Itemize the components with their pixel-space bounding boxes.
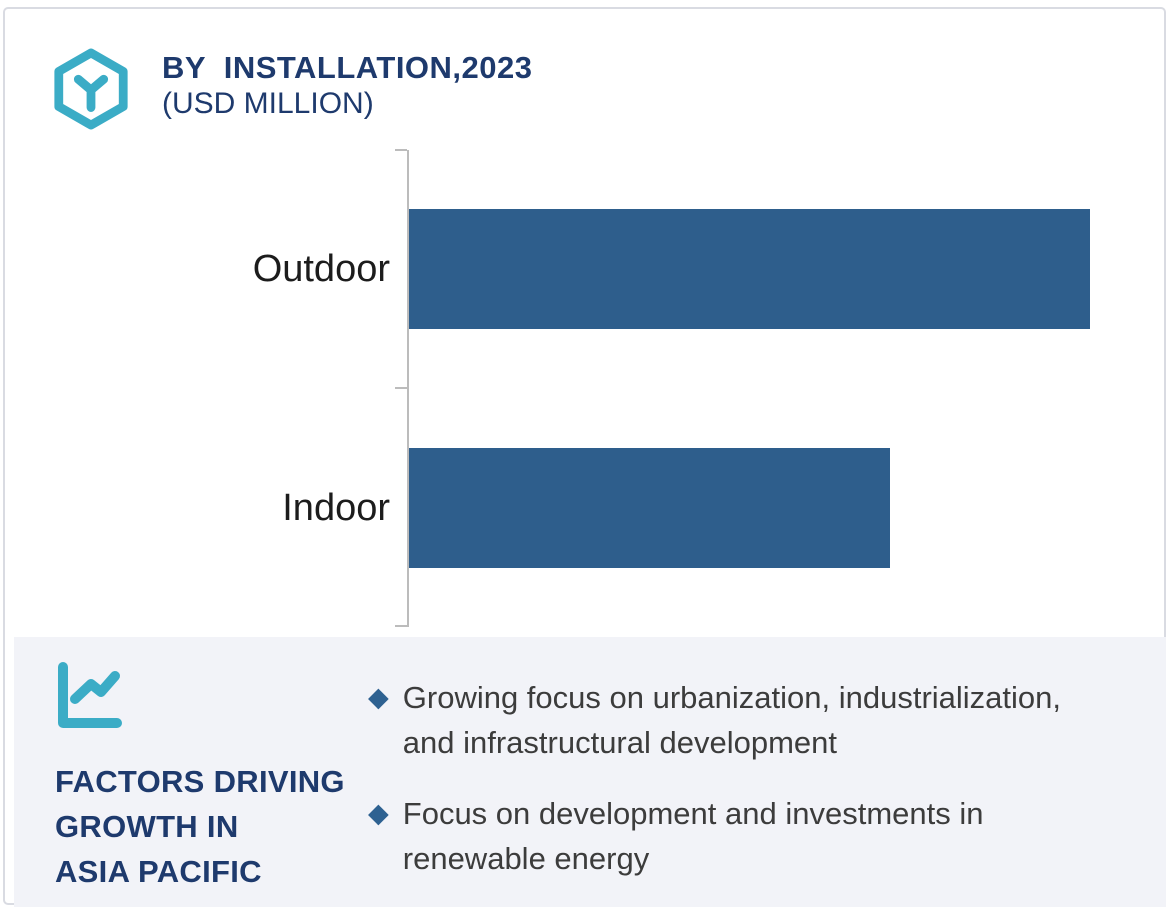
axis-tick [395,149,407,151]
line-chart-icon [58,662,122,728]
axis-tick [395,387,407,389]
category-label-outdoor: Outdoor [252,248,390,291]
bar-indoor [409,447,890,568]
factors-heading-line: GROWTH IN [55,809,239,844]
bar-outdoor [409,209,1090,330]
category-axis [407,150,409,627]
chart-title: BY INSTALLATION,2023 [162,50,533,85]
title-block: BY INSTALLATION,2023 (USD MILLION) [162,49,533,122]
factors-heading-line: ASIA PACIFIC [55,854,262,889]
chart-card: BY INSTALLATION,2023 (USD MILLION) Outdo… [3,7,1166,907]
diamond-bullet-icon: ◆ [368,682,389,712]
list-item: ◆ Focus on development and investments i… [368,791,1138,881]
category-label-indoor: Indoor [282,486,390,529]
list-item: ◆ Growing focus on urbanization, industr… [368,675,1138,765]
factor-text: Growing focus on urbanization, industria… [402,680,1062,760]
factors-panel: FACTORS DRIVING GROWTH IN ASIA PACIFIC ◆… [14,637,1166,907]
hexagon-y-logo-icon [54,48,128,130]
factors-list: ◆ Growing focus on urbanization, industr… [368,675,1138,907]
factors-heading-line: FACTORS DRIVING [55,764,345,799]
diamond-bullet-icon: ◆ [368,798,389,828]
factors-heading: FACTORS DRIVING GROWTH IN ASIA PACIFIC [55,759,345,894]
chart-subtitle: (USD MILLION) [162,87,374,120]
factor-text: Focus on development and investments in … [402,796,984,876]
axis-tick [395,625,407,627]
